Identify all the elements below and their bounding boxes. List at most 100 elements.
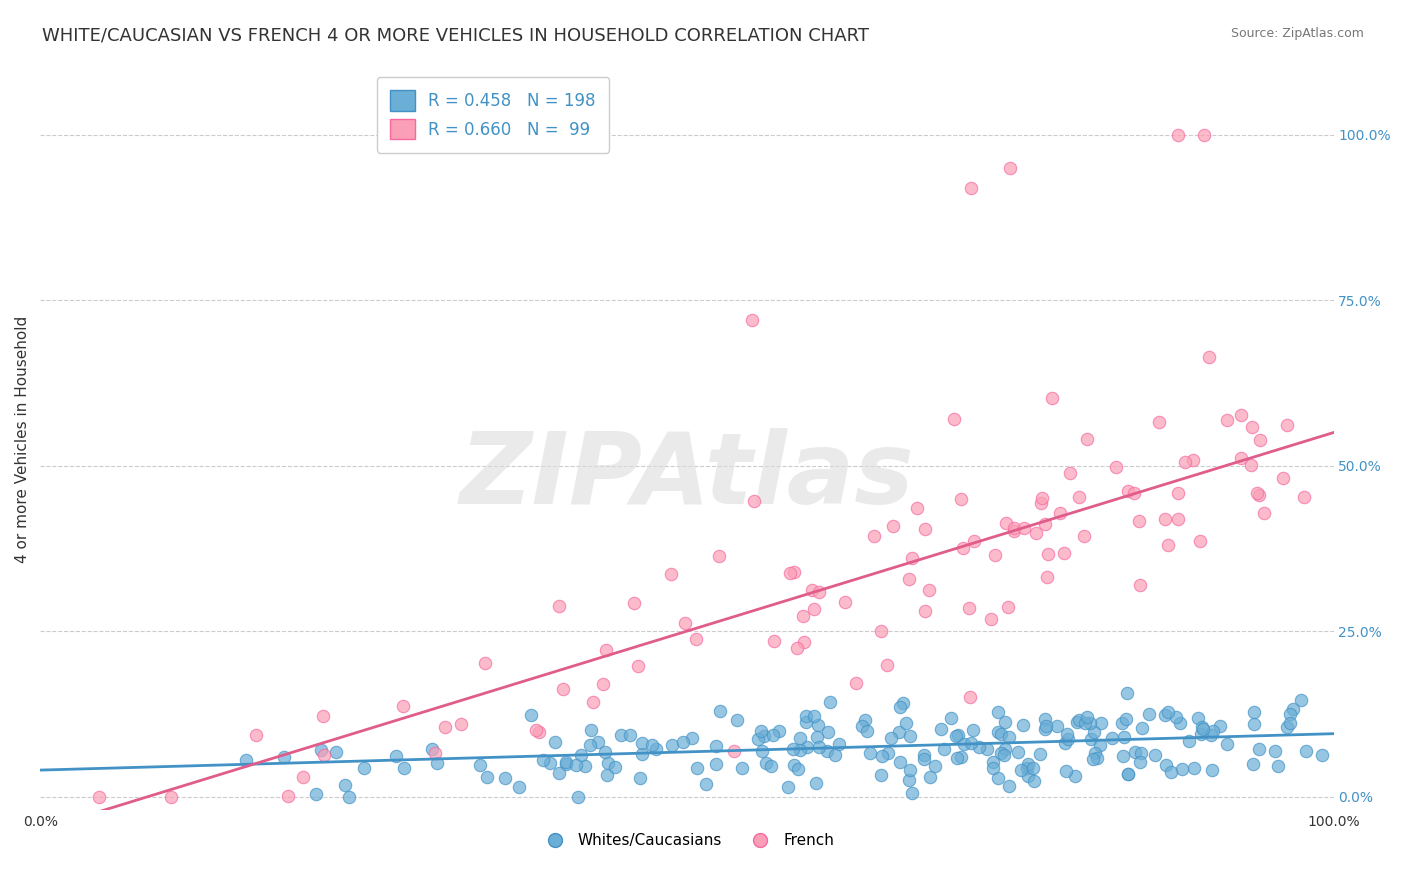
Point bbox=[792, 609, 814, 624]
Point bbox=[845, 676, 868, 690]
Point bbox=[1035, 719, 1057, 733]
Point bbox=[661, 739, 683, 753]
Point bbox=[160, 789, 183, 804]
Point bbox=[942, 411, 965, 425]
Point bbox=[953, 737, 976, 751]
Point bbox=[1153, 512, 1175, 526]
Point bbox=[818, 695, 841, 709]
Point bbox=[914, 604, 936, 618]
Point bbox=[1059, 466, 1081, 480]
Point bbox=[807, 718, 830, 732]
Point bbox=[574, 758, 596, 772]
Point bbox=[312, 709, 335, 723]
Point bbox=[783, 757, 806, 772]
Point bbox=[889, 756, 911, 770]
Point bbox=[1129, 755, 1152, 769]
Point bbox=[1002, 521, 1025, 535]
Point bbox=[292, 770, 315, 784]
Point bbox=[794, 715, 817, 730]
Point bbox=[581, 695, 603, 709]
Point bbox=[960, 180, 983, 194]
Point bbox=[1078, 716, 1101, 731]
Point bbox=[1160, 764, 1182, 779]
Point bbox=[896, 716, 918, 731]
Point bbox=[1182, 761, 1205, 775]
Point bbox=[1033, 517, 1056, 532]
Point bbox=[1090, 715, 1112, 730]
Point bbox=[494, 771, 516, 785]
Text: ZIPAtlas: ZIPAtlas bbox=[460, 428, 914, 524]
Point bbox=[898, 773, 921, 788]
Point bbox=[945, 730, 967, 744]
Point bbox=[1267, 758, 1289, 772]
Point bbox=[1111, 749, 1133, 764]
Point bbox=[994, 516, 1017, 530]
Point bbox=[1076, 709, 1098, 723]
Point bbox=[672, 735, 695, 749]
Point bbox=[704, 757, 727, 772]
Point bbox=[869, 768, 891, 782]
Point bbox=[1080, 731, 1102, 746]
Point bbox=[1189, 727, 1212, 741]
Point bbox=[433, 720, 456, 734]
Point bbox=[731, 761, 754, 775]
Point bbox=[420, 742, 443, 756]
Point bbox=[782, 742, 804, 756]
Point bbox=[538, 756, 561, 770]
Point bbox=[89, 789, 111, 804]
Point bbox=[1053, 545, 1076, 559]
Point bbox=[1215, 412, 1237, 426]
Point bbox=[1147, 415, 1170, 429]
Point bbox=[949, 491, 972, 506]
Point bbox=[1201, 763, 1223, 777]
Point bbox=[245, 728, 267, 742]
Point bbox=[1294, 490, 1316, 504]
Point bbox=[605, 760, 627, 774]
Point bbox=[1116, 484, 1139, 499]
Point bbox=[1036, 548, 1059, 562]
Point bbox=[993, 748, 1015, 763]
Point bbox=[768, 723, 790, 738]
Point bbox=[547, 599, 569, 613]
Point bbox=[1002, 524, 1025, 538]
Point bbox=[1067, 713, 1090, 727]
Point bbox=[1017, 761, 1039, 775]
Point bbox=[1178, 734, 1201, 748]
Point bbox=[932, 742, 955, 756]
Text: Source: ZipAtlas.com: Source: ZipAtlas.com bbox=[1230, 27, 1364, 40]
Point bbox=[749, 724, 772, 739]
Point bbox=[1310, 747, 1333, 762]
Point bbox=[1101, 731, 1123, 746]
Text: WHITE/CAUCASIAN VS FRENCH 4 OR MORE VEHICLES IN HOUSEHOLD CORRELATION CHART: WHITE/CAUCASIAN VS FRENCH 4 OR MORE VEHI… bbox=[42, 27, 869, 45]
Point bbox=[876, 658, 898, 673]
Point bbox=[976, 742, 998, 756]
Point bbox=[997, 600, 1019, 615]
Point bbox=[755, 756, 778, 770]
Point bbox=[1167, 512, 1189, 526]
Point bbox=[998, 730, 1021, 744]
Point bbox=[851, 719, 873, 733]
Point bbox=[1085, 750, 1108, 764]
Point bbox=[1229, 408, 1251, 422]
Point bbox=[1111, 716, 1133, 731]
Point bbox=[1168, 716, 1191, 731]
Point bbox=[325, 745, 347, 759]
Point bbox=[709, 704, 731, 718]
Point bbox=[1105, 460, 1128, 475]
Point bbox=[990, 747, 1012, 761]
Point bbox=[803, 602, 825, 616]
Point bbox=[704, 739, 727, 754]
Point bbox=[762, 728, 785, 742]
Point bbox=[1278, 716, 1301, 731]
Point bbox=[450, 716, 472, 731]
Point bbox=[1017, 756, 1039, 771]
Point bbox=[392, 699, 415, 714]
Point bbox=[1157, 705, 1180, 719]
Point bbox=[1278, 706, 1301, 721]
Point bbox=[1156, 539, 1178, 553]
Point bbox=[385, 749, 408, 764]
Point bbox=[945, 751, 967, 765]
Point bbox=[778, 780, 800, 795]
Point bbox=[1202, 724, 1225, 739]
Point bbox=[987, 771, 1010, 785]
